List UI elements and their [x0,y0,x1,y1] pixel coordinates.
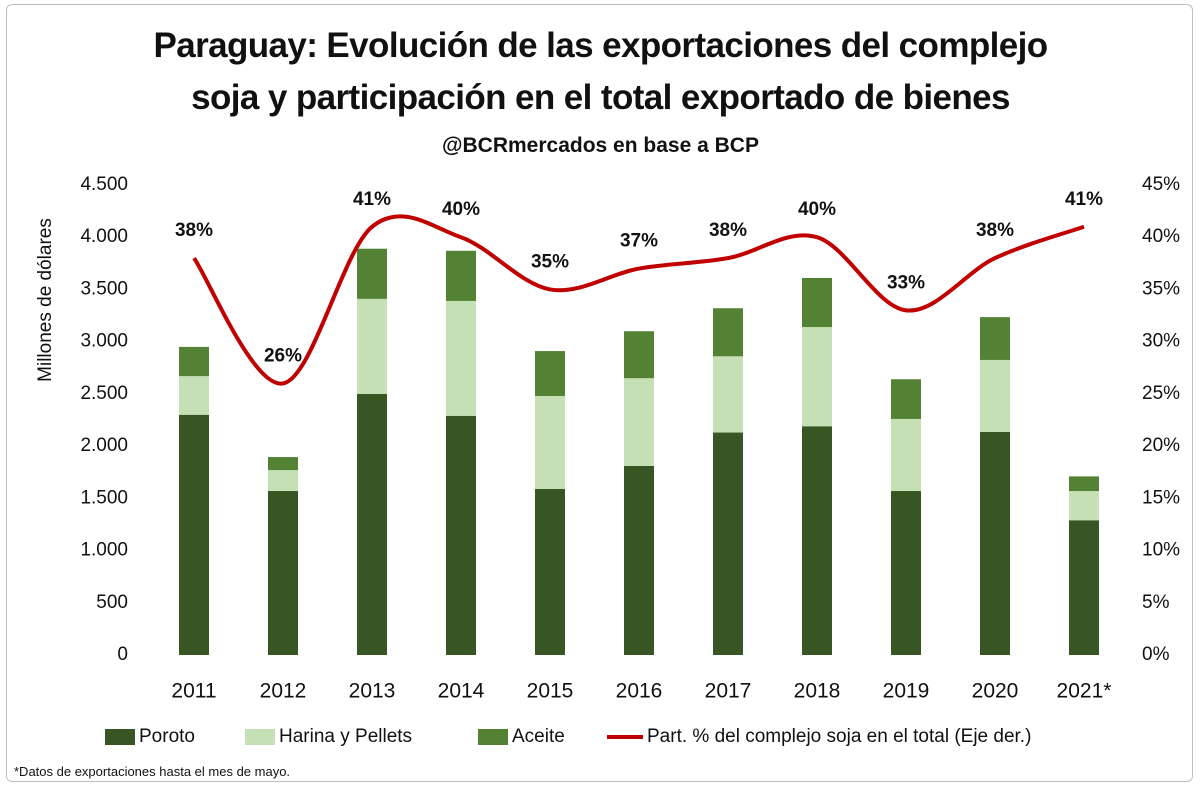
bar-segment [446,415,476,655]
chart-title: soja y participación en el total exporta… [191,78,1010,117]
bar-segment [179,414,209,655]
bar-segment [891,491,921,655]
data-label: 38% [709,220,747,241]
x-tick-label: 2012 [260,680,307,703]
bar-segment [446,250,476,301]
x-tick-label: 2017 [705,680,752,703]
line-series [192,214,1085,386]
x-tick-label: 2011 [171,680,216,703]
legend-swatch [478,729,508,745]
y-tick-label: 3.000 [80,331,128,352]
x-tick-label: 2019 [883,680,930,703]
bar-segment [624,378,654,466]
chart-subtitle: @BCRmercados en base a BCP [442,134,759,157]
y2-tick-label: 45% [1142,174,1180,195]
x-tick-label: 2013 [349,680,396,703]
bar-segment [179,376,209,415]
bar-segment [891,379,921,419]
bar-segment [624,465,654,655]
bar-segment [980,317,1010,360]
y-tick-label: 1.500 [80,487,128,508]
legend-label: Aceite [512,726,565,747]
bar-segment [535,351,565,396]
x-tick-label: 2020 [972,680,1019,703]
legend-label: Part. % del complejo soja en el total (E… [647,726,1031,747]
x-tick-label: 2014 [438,680,485,703]
bar-segment [980,359,1010,433]
data-label: 33% [887,272,925,293]
y2-tick-label: 35% [1142,278,1180,299]
y2-tick-label: 15% [1142,487,1180,508]
bar-segment [713,432,743,655]
bar-segment [179,346,209,377]
legend-swatch [245,729,275,745]
data-label: 35% [531,251,569,272]
bar-segment [268,491,298,655]
chart-title: Paraguay: Evolución de las exportaciones… [153,26,1048,65]
bar-segment [357,393,387,655]
data-label: 41% [1065,189,1103,210]
y-tick-label: 1.000 [80,540,128,561]
legend-label: Poroto [139,726,195,747]
bar-segment [535,395,565,489]
y-tick-label: 4.500 [80,174,128,195]
y2-tick-label: 30% [1142,331,1180,352]
data-label: 38% [175,220,213,241]
y2-tick-label: 25% [1142,383,1180,404]
y-tick-label: 4.000 [80,226,128,247]
bar-segment [268,470,298,492]
y-tick-label: 2.000 [80,435,128,456]
y-tick-label: 500 [96,592,128,613]
y-tick-label: 3.500 [80,278,128,299]
y2-tick-label: 10% [1142,540,1180,561]
bar-segment [357,298,387,394]
x-tick-label: 2016 [616,680,663,703]
bar-segment [802,277,832,328]
legend-label: Harina y Pellets [279,726,412,747]
chart-frame [6,4,1193,782]
bar-segment [713,308,743,357]
bar-segment [268,457,298,471]
bar-segment [1069,476,1099,492]
y-axis-label: Millones de dólares [35,218,56,382]
bar-segment [357,248,387,299]
data-label: 26% [264,345,302,366]
legend-swatch [105,729,135,745]
bar-segment [1069,491,1099,521]
y2-tick-label: 20% [1142,435,1180,456]
y-tick-label: 2.500 [80,383,128,404]
bar-segment [1069,520,1099,655]
x-tick-label: 2018 [794,680,841,703]
bar-segment [802,327,832,427]
data-label: 38% [976,220,1014,241]
bar-segment [891,418,921,492]
bar-segment [624,331,654,379]
data-label: 37% [620,231,658,252]
footnote: *Datos de exportaciones hasta el mes de … [14,764,291,779]
y2-tick-label: 40% [1142,226,1180,247]
bar-segment [535,488,565,655]
x-tick-label: 2021* [1057,680,1112,703]
y2-tick-label: 5% [1142,592,1170,613]
y2-tick-label: 0% [1142,644,1170,665]
x-tick-label: 2015 [527,680,574,703]
bar-segment [713,356,743,433]
y-tick-label: 0 [117,644,128,665]
data-label: 40% [442,199,480,220]
bar-segment [802,426,832,655]
data-label: 40% [798,199,836,220]
bar-segment [980,432,1010,655]
data-label: 41% [353,189,391,210]
bar-segment [446,300,476,416]
